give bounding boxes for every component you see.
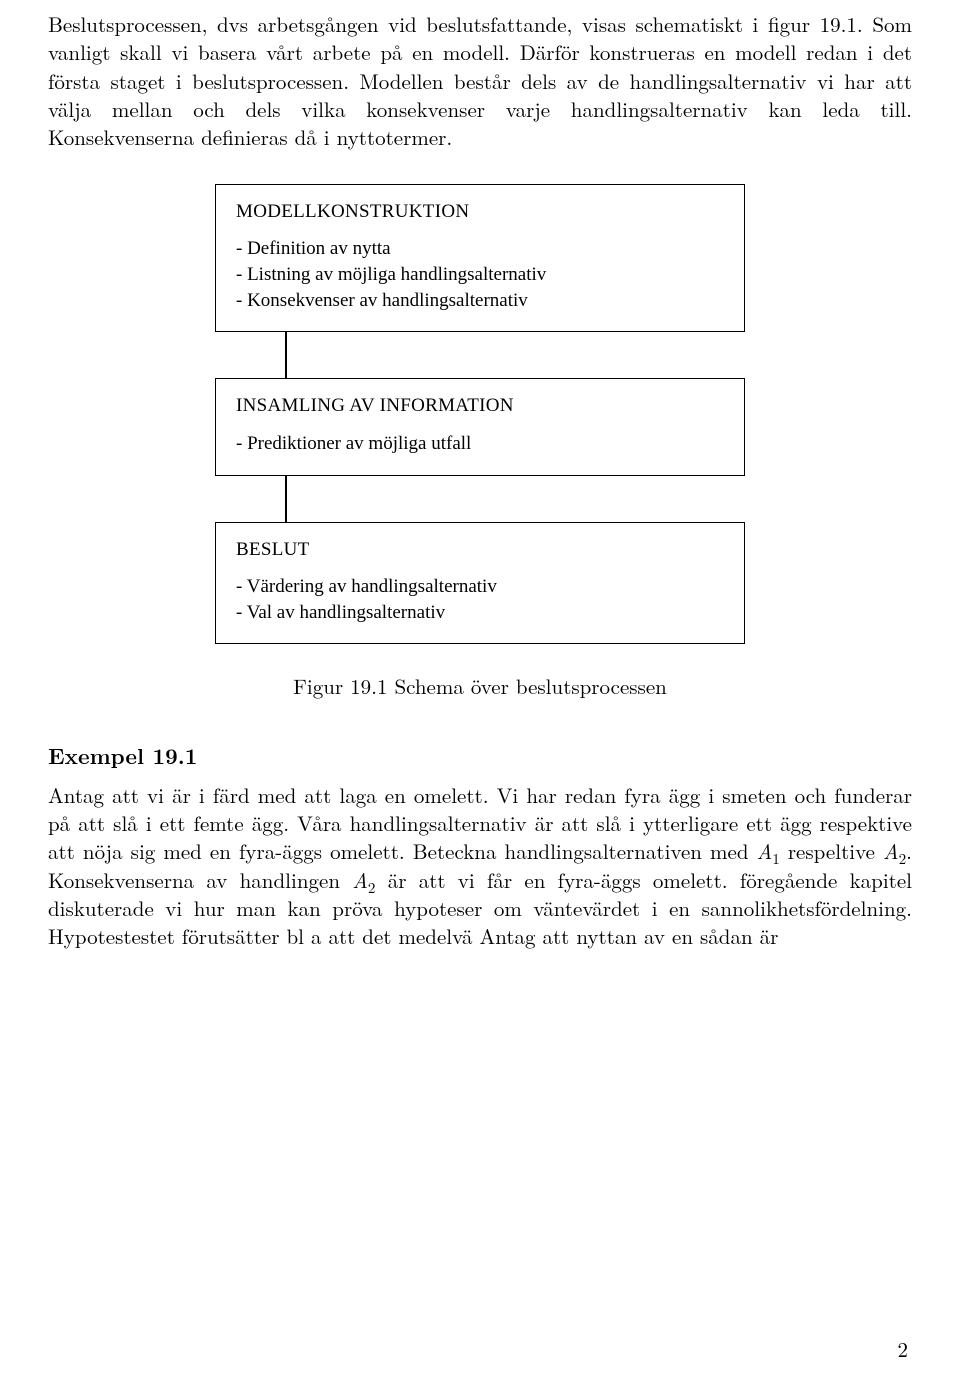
flow-box-2: INSAMLING AV INFORMATION - Prediktioner … — [215, 378, 745, 475]
flow-box-3-item-2: - Val av handlingsalternativ — [236, 600, 724, 626]
flow-box-3-item-1: - Värdering av handlingsalternativ — [236, 574, 724, 600]
flow-box-1-title: MODELLKONSTRUKTION — [236, 199, 724, 225]
flow-box-2-item-1: - Prediktioner av möjliga utfall — [236, 431, 724, 457]
flow-box-1: MODELLKONSTRUKTION - Definition av nytta… — [215, 184, 745, 333]
flow-box-3: BESLUT - Värdering av handlingsalternati… — [215, 522, 745, 645]
figure-caption: Figur 19.1 Schema över beslutsprocessen — [48, 672, 912, 700]
flow-connector-1 — [285, 332, 287, 378]
flow-box-3-title: BESLUT — [236, 537, 724, 563]
flow-box-1-item-1: - Definition av nytta — [236, 236, 724, 262]
var-A1-a: A — [757, 836, 773, 866]
example-heading: Exempel 19.1 — [48, 741, 912, 771]
example-text-b: respeltive — [780, 836, 883, 866]
flow-connector-2 — [285, 476, 287, 522]
flowchart: MODELLKONSTRUKTION - Definition av nytta… — [215, 184, 745, 645]
intro-paragraph: Beslutsprocessen, dvs arbetsgången vid b… — [48, 10, 912, 152]
flow-box-1-item-3: - Konsekvenser av handlingsalternativ — [236, 288, 724, 314]
page: Beslutsprocessen, dvs arbetsgången vid b… — [0, 0, 960, 1381]
flow-box-2-title: INSAMLING AV INFORMATION — [236, 393, 724, 419]
var-A2-a: A — [883, 836, 899, 866]
flow-box-1-item-2: - Listning av möjliga handlingsalternati… — [236, 262, 724, 288]
example-paragraph: Antag att vi är i färd med att laga en o… — [48, 781, 912, 951]
var-A2b-a: A — [352, 865, 368, 895]
page-number: 2 — [898, 1335, 909, 1363]
